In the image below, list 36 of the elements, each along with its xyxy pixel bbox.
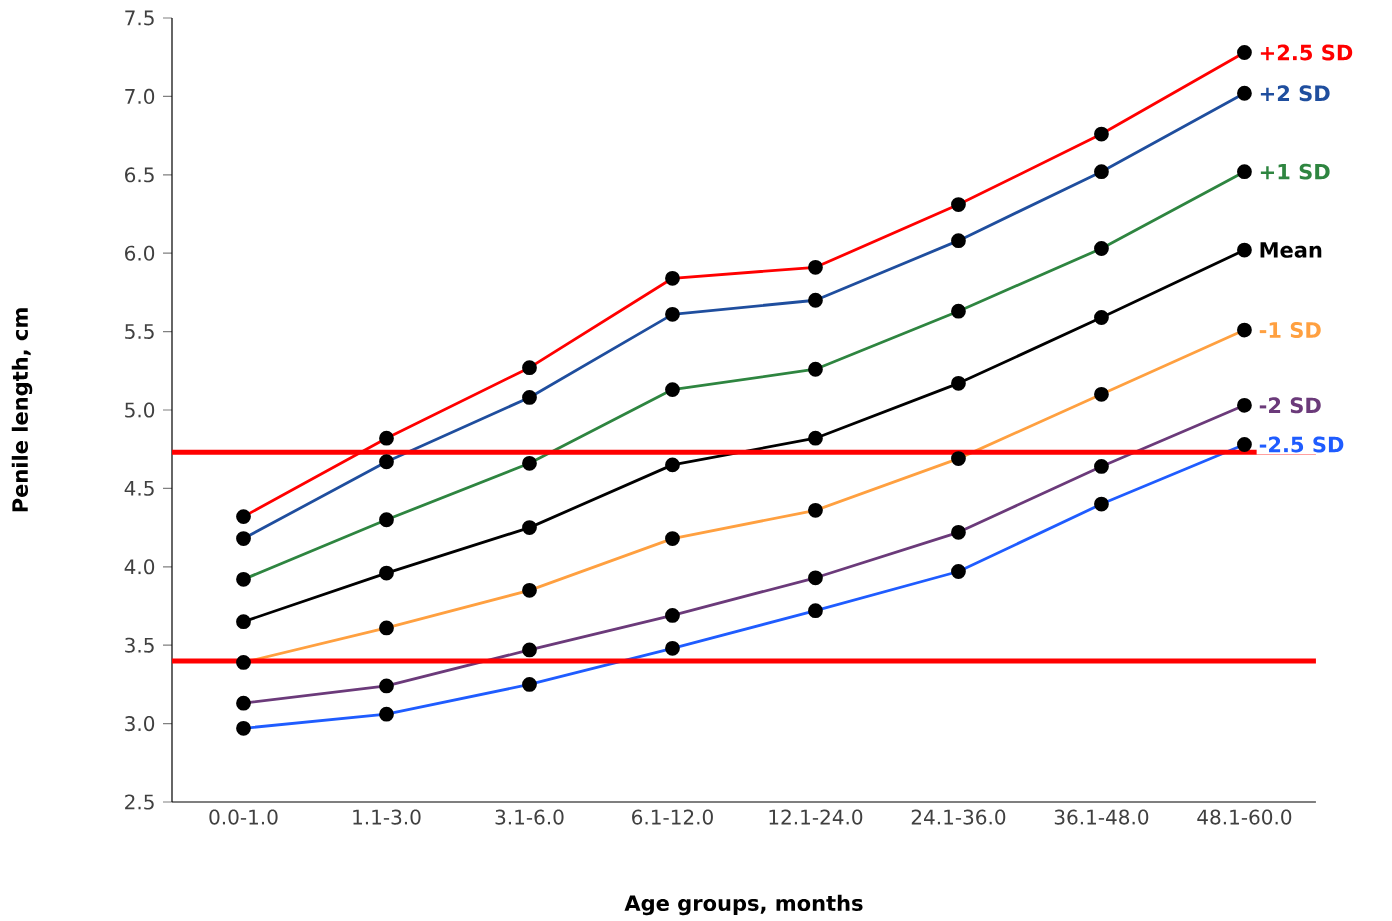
x-tick-label: 12.1-24.0: [769, 809, 863, 825]
series-label: -2 SD: [1259, 397, 1321, 414]
series-label: Mean: [1260, 242, 1322, 258]
x-tick-label: 48.1-60.0: [1197, 809, 1292, 825]
y-tick-label: 6.0: [125, 245, 155, 261]
x-tick-label: 24.1-36.0: [911, 809, 1006, 825]
y-tick-label: 5.5: [125, 324, 154, 340]
point: [522, 520, 537, 535]
x-axis-title: Age groups, months: [624, 894, 863, 916]
y-tick-label: 7.0: [125, 88, 155, 104]
x-tick-label: 3.1-6.0: [495, 809, 564, 825]
series-label: +2.5 SD: [1260, 44, 1353, 61]
y-axis-title: Penile length, cm: [11, 308, 33, 512]
y-tick-label: 5.0: [125, 402, 155, 418]
series-label: +2 SD: [1260, 85, 1330, 102]
y-tick-label: 3.5: [125, 637, 154, 653]
point: [236, 614, 251, 630]
point: [1237, 242, 1252, 258]
y-tick-label: 4.0: [124, 559, 155, 575]
series-label: -1 SD: [1259, 322, 1321, 338]
y-tick-label: 6.5: [125, 167, 154, 183]
series-label: -2.5 SD: [1259, 436, 1344, 453]
y-tick-label: 4.5: [124, 480, 154, 496]
point: [808, 430, 823, 446]
y-tick-label: 2.5: [125, 794, 154, 810]
y-tick-label: 3.0: [125, 716, 155, 732]
x-tick-label: 1.1-3.0: [353, 809, 421, 825]
x-tick-label: 0.0-1.0: [209, 809, 278, 825]
x-tick-label: 36.1-48.0: [1054, 809, 1149, 825]
y-tick-label: 7.5: [125, 10, 154, 26]
series-label: +1 SD: [1260, 163, 1330, 180]
point: [665, 457, 680, 473]
point: [379, 565, 394, 581]
point: [1094, 310, 1109, 325]
point: [951, 375, 966, 391]
x-tick-label: 6.1-12.0: [632, 809, 713, 825]
